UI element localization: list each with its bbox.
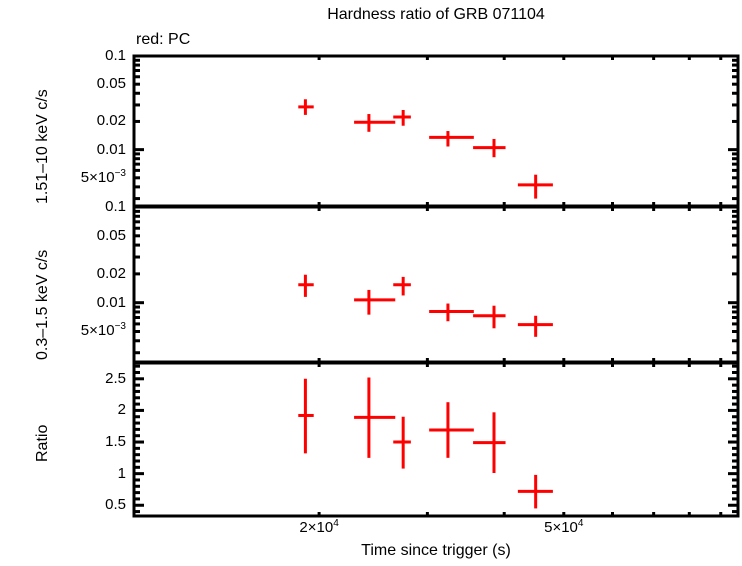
y-tick-label: 1.5 <box>105 433 126 451</box>
x-tick-label: 5×104 <box>544 518 584 537</box>
x-tick-label: 2×104 <box>299 518 339 537</box>
y-tick-label: 1 <box>117 464 126 482</box>
panel-frame <box>132 205 740 364</box>
y-tick-label: 0.02 <box>96 264 126 282</box>
y-tick-label: 0.01 <box>96 293 126 311</box>
y-tick-label: 0.1 <box>105 198 126 215</box>
y-tick-label: 0.05 <box>96 75 126 93</box>
y-tick-label: 5×10−3 <box>80 321 126 340</box>
y-tick-label: 2 <box>117 401 126 419</box>
y-tick-label: 0.01 <box>96 140 126 158</box>
panel-frame <box>132 54 740 208</box>
y-tick-label: 5×10−3 <box>80 167 126 186</box>
panel-frame <box>132 361 740 518</box>
y-tick-label: 2.5 <box>105 369 126 387</box>
legend-note: red: PC <box>136 31 191 48</box>
y-tick-label: 0.1 <box>105 47 126 64</box>
chart-title: Hardness ratio of GRB 071104 <box>327 6 545 23</box>
y-tick-label: 0.05 <box>96 226 126 244</box>
y-tick-label: 0.02 <box>96 112 126 130</box>
x-axis-label: Time since trigger (s) <box>361 542 511 559</box>
y-tick-label: 0.5 <box>105 496 126 514</box>
